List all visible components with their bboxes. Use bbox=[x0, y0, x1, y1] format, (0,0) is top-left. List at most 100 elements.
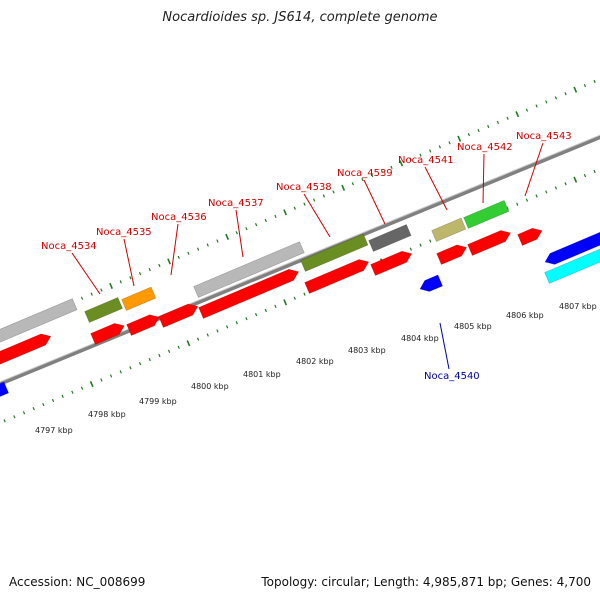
kbp-label: 4800 kbp bbox=[191, 382, 229, 391]
tick-mark bbox=[419, 153, 422, 157]
gene-label-noca-4537[interactable]: Noca_4537 bbox=[208, 198, 264, 209]
tick-mark bbox=[380, 169, 383, 174]
upper-tick-track bbox=[3, 79, 596, 333]
tick-mark bbox=[399, 160, 404, 167]
tick-mark bbox=[225, 233, 230, 240]
tick-mark bbox=[429, 149, 432, 153]
tick-mark bbox=[235, 231, 238, 235]
tick-mark bbox=[564, 92, 567, 96]
gene-labels: Noca_4534 Noca_4535 Noca_4536 Noca_4537 … bbox=[41, 131, 572, 382]
tick-mark bbox=[429, 239, 432, 243]
tick-mark bbox=[254, 312, 258, 317]
kbp-label: 4806 kbp bbox=[506, 311, 544, 320]
tick-mark bbox=[535, 104, 538, 108]
tick-mark bbox=[109, 374, 113, 378]
tick-mark bbox=[583, 83, 587, 88]
cog-block bbox=[0, 298, 78, 343]
tick-mark bbox=[293, 296, 296, 300]
gene-label-noca-4542[interactable]: Noca_4542 bbox=[457, 142, 513, 153]
kbp-label: 4804 kbp bbox=[401, 334, 439, 343]
tick-mark bbox=[138, 362, 142, 366]
tick-mark bbox=[448, 141, 451, 145]
forward-cds-arrow bbox=[158, 303, 199, 328]
tick-mark bbox=[90, 292, 93, 296]
tick-mark bbox=[71, 390, 74, 394]
tick-mark bbox=[303, 202, 306, 206]
tick-mark bbox=[167, 258, 171, 265]
cog-block bbox=[193, 241, 305, 298]
tick-mark bbox=[32, 407, 35, 411]
reverse-cds-arrow bbox=[544, 231, 600, 265]
cog-block bbox=[84, 297, 123, 323]
tick-mark bbox=[206, 333, 209, 337]
cog-block bbox=[300, 233, 369, 272]
tick-mark bbox=[322, 194, 325, 198]
tick-mark bbox=[196, 337, 200, 341]
tick-mark bbox=[119, 370, 122, 374]
tick-mark bbox=[100, 288, 103, 292]
tick-mark bbox=[371, 173, 374, 178]
tick-mark bbox=[351, 182, 354, 186]
kbp-label: 4805 kbp bbox=[454, 322, 492, 331]
tick-mark bbox=[409, 247, 412, 251]
leader-line bbox=[439, 322, 450, 370]
leader-line bbox=[424, 166, 448, 211]
tick-mark bbox=[361, 178, 364, 182]
accession-text: Accession: NC_008699 bbox=[9, 575, 146, 589]
reverse-cds-arrow bbox=[0, 381, 9, 397]
tick-mark bbox=[593, 169, 596, 174]
tick-mark bbox=[245, 317, 248, 321]
tick-mark bbox=[216, 239, 219, 243]
tick-mark bbox=[525, 198, 529, 202]
gene-label-noca-4541[interactable]: Noca_4541 bbox=[398, 155, 454, 166]
forward-cds-arrow bbox=[0, 333, 52, 365]
tick-mark bbox=[158, 263, 161, 268]
tick-mark bbox=[89, 381, 94, 388]
forward-cds-arrow bbox=[370, 250, 413, 276]
tick-mark bbox=[158, 353, 161, 358]
tick-mark bbox=[303, 292, 306, 296]
gene-label-noca-4543[interactable]: Noca_4543 bbox=[516, 131, 572, 142]
backbone-line bbox=[0, 134, 600, 387]
tick-mark bbox=[167, 349, 171, 354]
cog-block bbox=[431, 217, 467, 242]
tick-mark bbox=[419, 243, 422, 247]
tick-mark bbox=[13, 415, 16, 419]
tick-mark bbox=[457, 135, 462, 142]
tick-mark bbox=[496, 120, 500, 124]
backbone-highlight bbox=[0, 134, 600, 383]
cog-block bbox=[544, 248, 600, 284]
gene-label-noca-4535[interactable]: Noca_4535 bbox=[96, 227, 152, 238]
tick-mark bbox=[573, 176, 578, 183]
gene-label-noca-4534[interactable]: Noca_4534 bbox=[41, 241, 97, 252]
tick-mark bbox=[554, 186, 558, 190]
tick-mark bbox=[22, 411, 26, 415]
gene-label-noca-4540[interactable]: Noca_4540 bbox=[424, 371, 480, 382]
genome-backbone bbox=[0, 134, 600, 387]
tick-mark bbox=[216, 329, 219, 333]
gene-label-noca-4536[interactable]: Noca_4536 bbox=[151, 212, 207, 223]
tick-mark bbox=[332, 190, 335, 194]
tick-mark bbox=[109, 282, 113, 290]
tick-mark bbox=[515, 111, 520, 118]
leader-line bbox=[524, 142, 544, 197]
tick-mark bbox=[235, 321, 238, 325]
tick-mark bbox=[409, 157, 412, 161]
gene-label-noca-4539[interactable]: Noca_4539 bbox=[337, 168, 393, 179]
tick-mark bbox=[119, 280, 122, 284]
cog-block bbox=[368, 224, 412, 252]
cog-block bbox=[121, 286, 157, 311]
tick-mark bbox=[583, 173, 587, 178]
leader-line bbox=[482, 153, 485, 204]
tick-mark bbox=[283, 299, 288, 306]
leader-line bbox=[303, 193, 331, 238]
reverse-cds-arrow bbox=[419, 274, 443, 292]
tick-mark bbox=[42, 402, 45, 407]
tick-mark bbox=[506, 116, 509, 120]
gene-label-noca-4538[interactable]: Noca_4538 bbox=[276, 182, 332, 193]
kbp-label: 4801 kbp bbox=[243, 370, 281, 379]
map-title: Nocardioides sp. JS614, complete genome bbox=[162, 10, 438, 25]
tick-mark bbox=[186, 340, 191, 347]
tick-mark bbox=[293, 206, 296, 210]
